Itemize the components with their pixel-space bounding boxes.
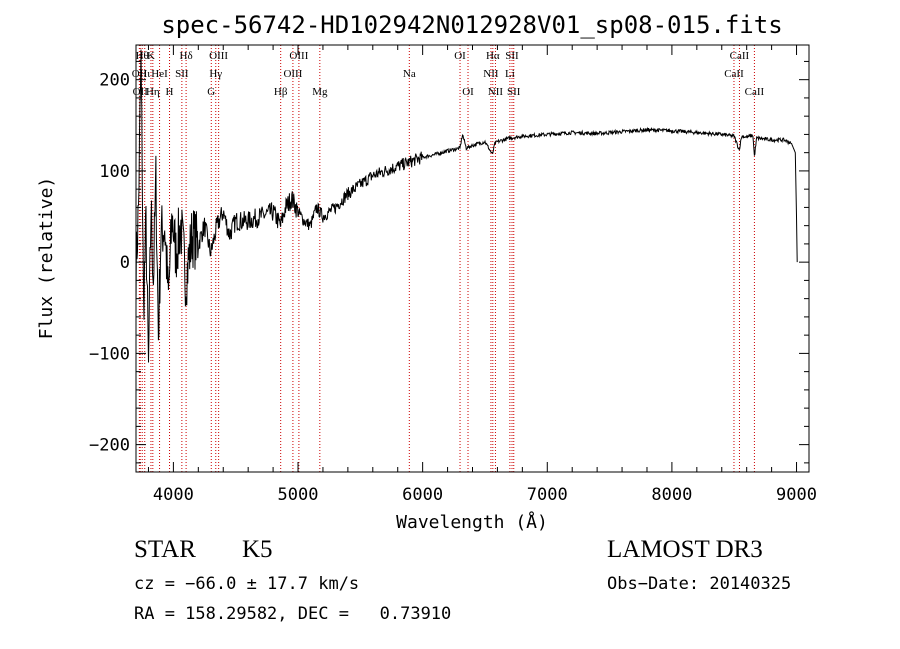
x-axis: 4000 5000 6000 7000 8000 9000 xyxy=(147,45,817,505)
line-marker-label: G xyxy=(207,86,215,98)
line-marker-label: Mg xyxy=(312,86,328,98)
flux-series-line xyxy=(135,49,798,363)
x-axis-label: Wavelength (Å) xyxy=(396,511,548,533)
line-marker-label: Hη xyxy=(146,86,160,98)
x-tick-label: 8000 xyxy=(651,485,692,505)
y-tick-label: −200 xyxy=(89,436,130,456)
line-marker-label: SII xyxy=(175,68,189,80)
line-marker-label: Li xyxy=(505,68,515,80)
x-tick-label: 9000 xyxy=(776,485,817,505)
spectral-subclass: K5 xyxy=(242,536,273,563)
x-tick-label: 4000 xyxy=(153,485,194,505)
line-marker-label: OI xyxy=(454,50,466,62)
line-marker-label: Hθ xyxy=(136,50,149,62)
y-axis: −200 −100 0 100 200 xyxy=(89,60,809,464)
spectrum-chart: spec-56742-HD102942N012928V01_sp08-015.f… xyxy=(36,11,817,533)
line-marker-label: H xyxy=(166,86,174,98)
line-marker-label: Hι xyxy=(139,68,150,80)
line-marker-label: Hβ xyxy=(274,86,288,98)
line-marker-label: Hδ xyxy=(180,50,193,62)
line-marker-label: OIII xyxy=(209,50,228,62)
line-marker-label: NII xyxy=(488,86,504,98)
plot-frame xyxy=(135,44,810,473)
x-tick-label: 5000 xyxy=(278,485,319,505)
coordinates-readout: RA = 158.29582, DEC = 0.73910 xyxy=(134,604,452,624)
y-tick-label: 0 xyxy=(120,253,130,273)
line-marker-label: SII xyxy=(505,50,519,62)
x-tick-label: 7000 xyxy=(527,485,568,505)
line-marker-label: CaII xyxy=(745,86,765,98)
y-tick-label: −100 xyxy=(89,344,130,364)
redshift-readout: cz = −66.0 ± 17.7 km/s xyxy=(134,574,360,594)
y-tick-label: 100 xyxy=(99,162,130,182)
line-marker-label: NII xyxy=(483,68,499,80)
x-tick-label: 6000 xyxy=(402,485,443,505)
line-marker-label: OIII xyxy=(289,50,308,62)
line-marker-label: OI xyxy=(462,86,474,98)
line-marker-label: CaII xyxy=(724,68,744,80)
line-markers xyxy=(138,45,755,472)
line-marker-label: Hα xyxy=(486,50,500,62)
survey-name: LAMOST DR3 xyxy=(607,536,763,563)
observation-date: Obs−Date: 20140325 xyxy=(607,574,792,594)
line-marker-label: SII xyxy=(507,86,521,98)
line-marker-label: CaII xyxy=(730,50,750,62)
line-marker-label: HeI xyxy=(151,68,168,80)
y-tick-label: 200 xyxy=(99,71,130,91)
chart-title: spec-56742-HD102942N012928V01_sp08-015.f… xyxy=(161,11,782,39)
line-marker-label: K xyxy=(147,50,155,62)
line-marker-label: OIII xyxy=(283,68,302,80)
line-marker-label: Na xyxy=(403,68,416,80)
line-marker-label: Hγ xyxy=(209,68,222,80)
y-axis-label: Flux (relative) xyxy=(36,177,57,340)
object-class: STAR xyxy=(134,536,196,563)
